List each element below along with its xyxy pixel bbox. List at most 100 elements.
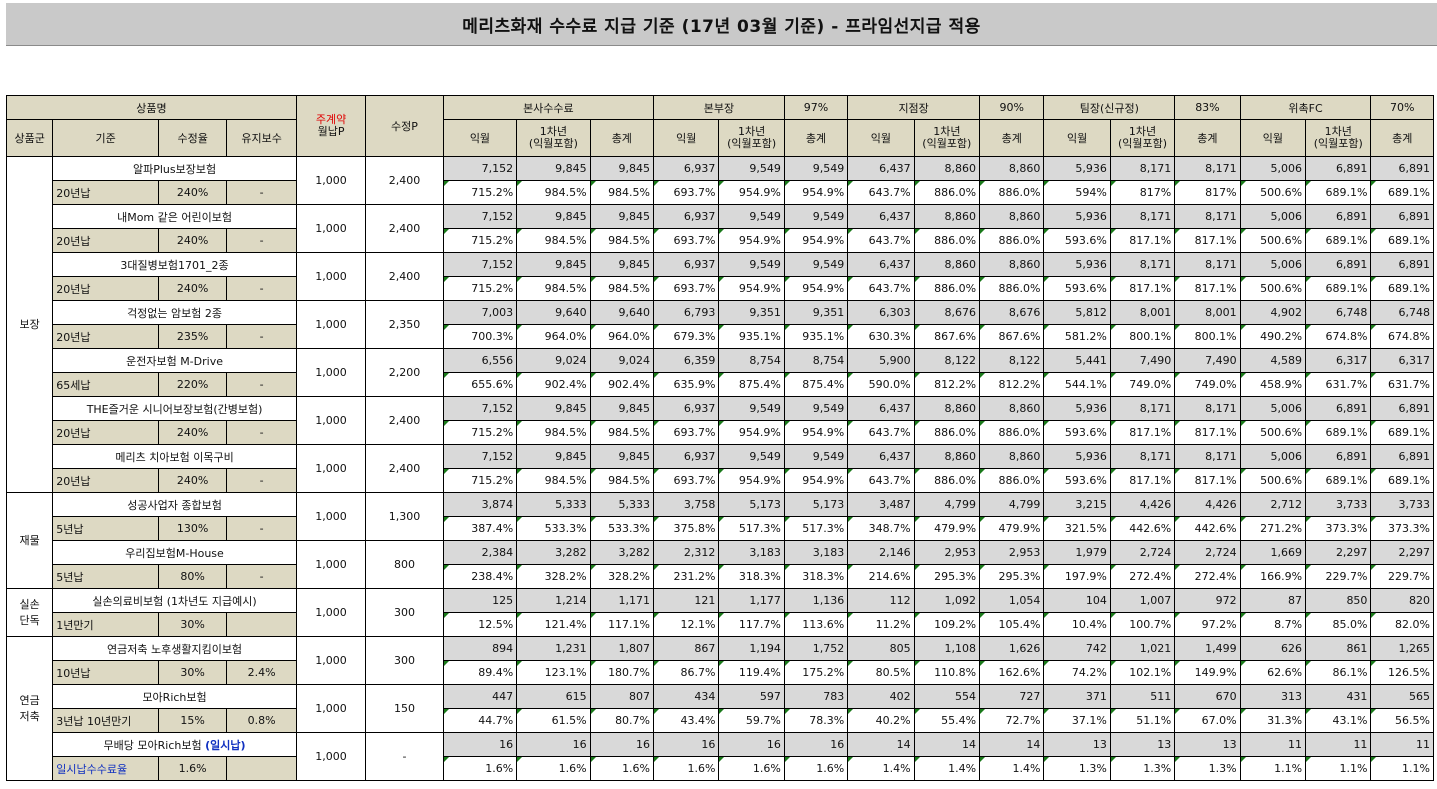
percent-cell: 581.2% [1043, 324, 1111, 349]
amount-cell: 9,549 [783, 252, 849, 277]
amount-cell: 6,937 [653, 396, 720, 421]
percent-cell: 643.7% [847, 420, 915, 445]
percent-cell: 817.1% [1109, 276, 1176, 301]
product-rate: 30% [157, 660, 228, 685]
amount-cell: 6,891 [1370, 156, 1434, 181]
main-premium: 1,000 [295, 588, 367, 637]
amount-cell: 3,733 [1305, 492, 1372, 517]
amount-cell: 9,549 [718, 156, 785, 181]
product-name-text: 걱정없는 암보험 2종 [127, 306, 223, 320]
amount-cell: 125 [442, 588, 518, 613]
amount-cell: 8,001 [1109, 300, 1176, 325]
revised-p: 800 [365, 540, 444, 589]
header-next-month: 익월 [1239, 119, 1307, 157]
percent-cell: 984.5% [516, 468, 591, 493]
amount-cell: 9,549 [718, 252, 785, 277]
percent-cell: 800.1% [1174, 324, 1241, 349]
amount-cell: 3,874 [442, 492, 518, 517]
product-rate: 240% [157, 180, 228, 205]
amount-cell: 5,812 [1043, 300, 1111, 325]
amount-cell: 3,215 [1043, 492, 1111, 517]
product-basis: 1년만기 [52, 612, 159, 637]
amount-cell: 8,171 [1109, 204, 1176, 229]
amount-cell: 8,171 [1174, 204, 1241, 229]
amount-cell: 1,171 [589, 588, 655, 613]
header-year1: 1차년 (익월포함) [516, 119, 591, 157]
table-row: 우리집보험M-House 1,000 800 2,384 3,282 3,282 2,312… [7, 540, 1434, 589]
amount-cell: 8,754 [783, 348, 849, 373]
percent-cell: 109.2% [913, 612, 981, 637]
percent-cell: 348.7% [847, 516, 915, 541]
percent-cell: 817% [1109, 180, 1176, 205]
product-name: 운전자보험 M-Drive [52, 348, 297, 373]
product-rate: 1.6% [157, 756, 228, 781]
table-row: 20년납 240% -715.2% 984.5% 984.5% 693.7% 954.9% 9… [7, 276, 1434, 301]
amount-cell: 1,214 [516, 588, 591, 613]
amount-cell: 11 [1305, 732, 1372, 757]
percent-cell: 984.5% [589, 180, 655, 205]
amount-cell: 6,891 [1370, 396, 1434, 421]
amount-cell: 5,936 [1043, 156, 1111, 181]
percent-cell: 935.1% [718, 324, 785, 349]
amount-cell: 2,146 [847, 540, 915, 565]
product-maint: - [226, 276, 297, 301]
amount-cell: 9,549 [783, 444, 849, 469]
percent-cell: 984.5% [516, 276, 591, 301]
header-rate: 수정율 [157, 119, 228, 157]
percent-cell: 238.4% [442, 564, 518, 589]
header-year1-line1: 1차년 [933, 125, 961, 138]
percent-cell: 984.5% [589, 420, 655, 445]
table-row: 연금 저축 연금저축 노후생활지킴이보험 1,000 300 894 1,231 1,807… [5, 636, 1434, 781]
percent-cell: 631.7% [1305, 372, 1372, 397]
amount-cell: 6,937 [653, 204, 720, 229]
header-year1: 1차년 (익월포함) [1109, 119, 1176, 157]
percent-cell: 117.7% [718, 612, 785, 637]
percent-cell: 62.6% [1239, 660, 1307, 685]
header-total: 총계 [1370, 119, 1434, 157]
header-year1-line1: 1차년 [738, 125, 766, 138]
percent-cell: 817.1% [1109, 420, 1176, 445]
percent-cell: 517.3% [783, 516, 849, 541]
percent-cell: 328.2% [589, 564, 655, 589]
amount-cell: 16 [783, 732, 849, 757]
amount-cell: 8,171 [1109, 252, 1176, 277]
percent-cell: 40.2% [847, 708, 915, 733]
product-name: THE즐거운 시니어보장보험(간병보험) [52, 396, 297, 421]
percent-cell: 37.1% [1043, 708, 1111, 733]
percent-cell: 886.0% [913, 180, 981, 205]
percent-cell: 954.9% [783, 420, 849, 445]
percent-cell: 954.9% [783, 180, 849, 205]
percent-cell: 817.1% [1109, 228, 1176, 253]
percent-cell: 1.4% [847, 756, 915, 781]
amount-cell: 87 [1239, 588, 1307, 613]
percent-cell: 544.1% [1043, 372, 1111, 397]
percent-cell: 954.9% [718, 468, 785, 493]
percent-cell: 984.5% [516, 180, 591, 205]
percent-cell: 800.1% [1109, 324, 1176, 349]
amount-cell: 6,303 [847, 300, 915, 325]
percent-cell: 674.8% [1305, 324, 1372, 349]
product-name-text: 내Mom 같은 어린이보험 [117, 210, 232, 224]
percent-cell: 875.4% [718, 372, 785, 397]
amount-cell: 3,733 [1370, 492, 1434, 517]
amount-cell: 6,891 [1370, 204, 1434, 229]
percent-cell: 886.0% [913, 276, 981, 301]
product-maint: 0.8% [226, 708, 297, 733]
amount-cell: 5,006 [1239, 396, 1307, 421]
percent-cell: 105.4% [979, 612, 1045, 637]
amount-cell: 9,549 [718, 396, 785, 421]
product-basis: 65세납 [52, 372, 159, 397]
header-hq-commission: 본사수수료 [442, 95, 655, 120]
product-maint: - [226, 468, 297, 493]
percent-cell: 31.3% [1239, 708, 1307, 733]
amount-cell: 2,297 [1370, 540, 1434, 565]
product-name-text: 성공사업자 종합보험 [127, 498, 222, 512]
amount-cell: 9,845 [589, 444, 655, 469]
percent-cell: 272.4% [1174, 564, 1241, 589]
amount-cell: 9,845 [589, 156, 655, 181]
percent-cell: 689.1% [1305, 420, 1372, 445]
table-row: 20년납 240% -715.2% 984.5% 984.5% 693.7% 954.9% 9… [7, 468, 1434, 493]
table-row: 5년납 130% -387.4% 533.3% 533.3% 375.8% 517.3% 51… [7, 516, 1434, 541]
header-total: 총계 [979, 119, 1045, 157]
amount-cell: 554 [913, 684, 981, 709]
